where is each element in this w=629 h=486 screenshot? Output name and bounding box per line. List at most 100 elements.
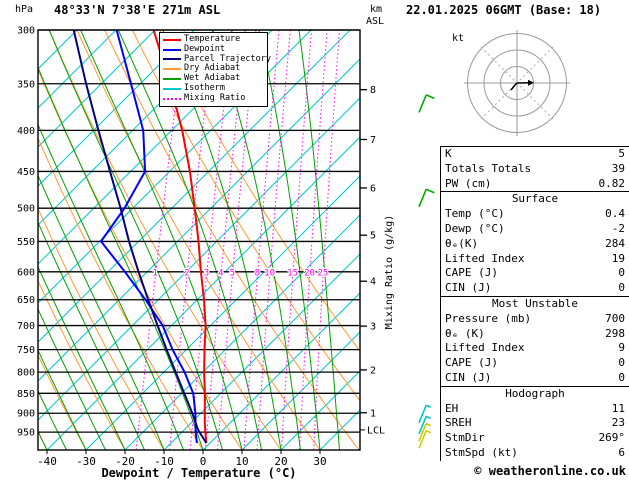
stats-value: 0 [618,356,625,370]
svg-text:750: 750 [17,345,35,356]
plot-border [37,29,361,451]
stats-label: SREH [445,416,472,430]
stats-value: 11 [611,401,625,415]
stats-row: StmDir 269° [441,431,629,446]
stats-row: Pressure (mb) 700 [441,312,629,327]
parcel-trajectory-curve [72,30,208,444]
stats-row: EH 11 [441,402,629,417]
svg-text:3: 3 [370,322,376,333]
stats-label: Pressure (mb) [445,311,532,325]
legend-item: Isotherm [162,82,265,94]
hodograph-trace [510,82,518,91]
stats-label: PW (cm) [445,176,492,190]
pressure-unit-label: hPa [15,4,34,15]
svg-text:10: 10 [264,269,275,279]
svg-text:-20: -20 [115,455,135,468]
stats-value: -2 [611,221,625,235]
stats-row: Lifted Index 9 [441,341,629,356]
temperature-curve [152,30,208,444]
stats-value: 298 [605,326,625,340]
svg-text:5: 5 [370,231,376,242]
svg-text:850: 850 [17,389,35,400]
svg-text:1: 1 [370,408,376,419]
pressure-tick-labels: 300 350 400 450 500 550 600 650 700 750 800 850 900 9… [17,26,35,439]
svg-text:-40: -40 [37,455,57,468]
stats-value: 0.4 [605,207,625,221]
stats-value: 269° [598,431,626,445]
stats-label: Lifted Index [445,341,525,355]
legend-item: Mixing Ratio [162,93,265,104]
legend-swatch-dewpoint [163,48,181,51]
legend-label: Isotherm [184,82,225,93]
svg-text:7: 7 [370,135,376,146]
stats-value: 0 [618,370,625,384]
stats-row: θₑ(K) 284 [441,237,629,252]
stats-row: CIN (J) 0 [441,281,629,296]
svg-text:4: 4 [370,277,376,288]
stats-label: Temp (°C) [445,207,505,221]
svg-text:400: 400 [17,126,35,137]
svg-text:550: 550 [17,237,35,248]
svg-text:15: 15 [287,269,298,279]
stats-section: Hodograph EH 11 SREH 23 StmDir 269° StmSpd (kt)… [441,385,629,461]
stats-label: CAPE (J) [445,266,498,280]
legend-label: Wet Adiabat [184,73,241,84]
svg-text:950: 950 [17,428,35,439]
svg-text:650: 650 [17,295,35,306]
svg-text:-30: -30 [76,455,96,468]
stats-value: 23 [611,416,625,430]
mixing-ratio-labels: 1 2 3 4 5 8 10 15 20 25 [151,267,329,280]
stats-section-title: Most Unstable [491,296,579,310]
svg-text:5: 5 [230,269,235,279]
temperature-tick-labels: -40 -30 -20 -10 0 10 20 30 [37,450,327,468]
svg-text:25: 25 [317,269,328,279]
stats-section: K 5 Totals Totals 39 PW (cm) 0.82 [441,146,629,191]
stats-value: 6 [618,445,625,459]
legend-swatch-dry-adiabat [163,68,181,71]
storm-motion-arrow [527,79,534,86]
stats-section-title: Hodograph [505,386,565,400]
km-unit-label: km [370,4,383,15]
stats-row: SREH 23 [441,416,629,431]
svg-text:500: 500 [17,204,35,215]
lcl-label: LCL [367,425,385,436]
stats-label: θₑ (K) [445,326,485,340]
svg-text:1: 1 [152,269,157,279]
stats-value: 0 [618,281,625,295]
legend-item: Dewpoint [162,44,265,55]
legend-swatch-parcel-trajectory [163,58,181,61]
stats-label: Totals Totals [445,161,532,175]
svg-text:600: 600 [17,267,35,278]
legend-label: Dry Adiabat [184,63,241,74]
stats-value: 0.82 [598,176,626,190]
stats-value: 0 [618,266,625,280]
hodograph-unit-label: kt [452,33,465,44]
stats-label: CAPE (J) [445,356,498,370]
stats-value: 39 [611,161,625,175]
x-axis-label: Dewpoint / Temperature (°C) [101,466,297,480]
stats-value: 19 [611,251,625,265]
stats-row: CAPE (J) 0 [441,266,629,281]
svg-text:350: 350 [17,79,35,90]
svg-text:8: 8 [255,269,260,279]
legend-item: Wet Adiabat [162,73,265,84]
svg-text:2: 2 [184,269,189,279]
stats-label: Lifted Index [445,251,525,265]
km-asl-ticks: 1 2 3 4 5 6 7 8 LCL [360,85,385,436]
stats-row: Dewp (°C) -2 [441,222,629,237]
stats-row: Lifted Index 19 [441,252,629,267]
stats-label: CIN (J) [445,370,492,384]
svg-text:30: 30 [313,455,326,468]
station-title: 48°33'N 7°38'E 271m ASL [54,3,221,17]
stats-label: StmDir [445,431,485,445]
stats-label: StmSpd (kt) [445,445,518,459]
legend-swatch-temperature [163,38,181,41]
stats-value: 700 [605,311,625,325]
copyright: © weatheronline.co.uk [474,464,626,478]
mixing-ratio-axis-label: Mixing Ratio (g/kg) [384,215,395,329]
svg-text:0: 0 [200,455,207,468]
stats-section: Most Unstable Pressure (mb) 700 θₑ (K) 298 Li… [441,295,629,386]
legend-label: Temperature [184,34,241,44]
svg-text:4: 4 [218,269,223,279]
